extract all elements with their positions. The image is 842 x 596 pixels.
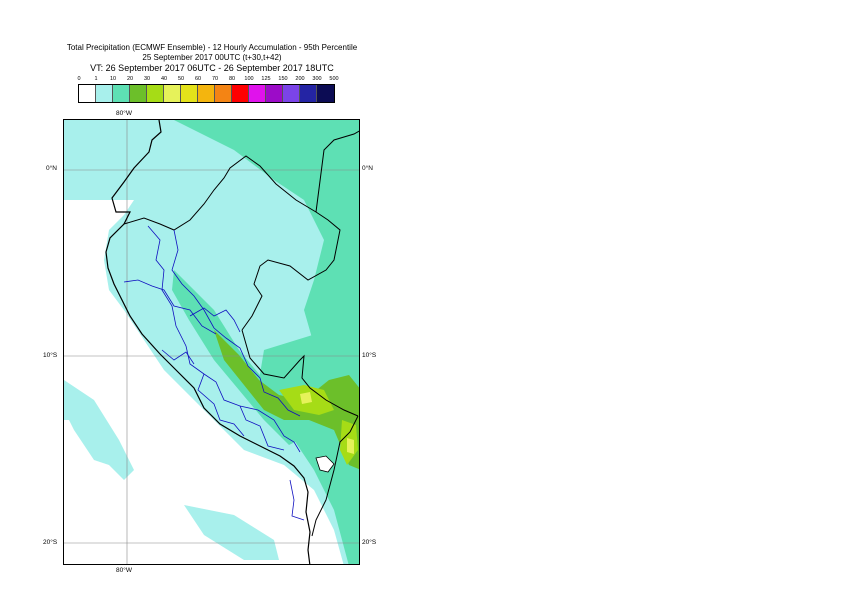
colorbar-swatch <box>266 85 283 102</box>
colorbar-tick-label: 20 <box>126 76 134 82</box>
colorbar-swatch <box>147 85 164 102</box>
colorbar-tick-label: 1 <box>94 76 98 82</box>
lon-label-bottom: 80°W <box>116 567 132 574</box>
lat-label-left: 0°N <box>46 165 57 172</box>
colorbar-tick-label: 0 <box>77 76 81 82</box>
colorbar-tick-label: 200 <box>295 76 305 82</box>
colorbar-swatch <box>96 85 113 102</box>
lat-label-right: 0°N <box>362 165 373 172</box>
colorbar-swatch <box>283 85 300 102</box>
colorbar-tick-label: 30 <box>143 76 151 82</box>
colorbar-tick-label: 125 <box>261 76 271 82</box>
coastline <box>105 120 311 564</box>
lat-label-left: 10°S <box>43 352 58 359</box>
colorbar <box>78 84 335 103</box>
colorbar-tick-label: 70 <box>211 76 219 82</box>
colorbar-swatch <box>198 85 215 102</box>
colorbar-swatch <box>181 85 198 102</box>
admin-border <box>289 479 305 521</box>
colorbar-tick-label: 150 <box>278 76 288 82</box>
colorbar-tick-label: 100 <box>244 76 254 82</box>
chart-title-line1: Total Precipitation (ECMWF Ensemble) - 1… <box>66 43 358 52</box>
precip-field-yellow-east <box>347 438 354 454</box>
colorbar-swatch <box>317 85 334 102</box>
colorbar-tick-label: 80 <box>228 76 236 82</box>
colorbar-swatch <box>164 85 181 102</box>
country-border <box>123 155 341 331</box>
precip-field-yellow <box>300 392 312 404</box>
admin-border <box>189 307 241 333</box>
country-border <box>315 130 359 213</box>
admin-border <box>123 279 217 335</box>
lon-label-top: 80°W <box>116 110 132 117</box>
colorbar-tick-label: 60 <box>194 76 202 82</box>
country-border <box>311 415 359 537</box>
colorbar-swatch <box>130 85 147 102</box>
lat-label-right: 10°S <box>362 352 377 359</box>
admin-border <box>147 225 301 453</box>
colorbar-tick-label: 50 <box>177 76 185 82</box>
colorbar-swatch <box>249 85 266 102</box>
colorbar-tick-label: 10 <box>109 76 117 82</box>
colorbar-tick-label: 300 <box>312 76 322 82</box>
precipitation-map <box>64 120 359 564</box>
admin-border <box>197 373 245 437</box>
precip-field-teal-north <box>174 120 359 360</box>
colorbar-tick-label: 500 <box>329 76 339 82</box>
country-border <box>241 329 359 417</box>
precip-field-light-band <box>64 390 109 465</box>
colorbar-swatch <box>300 85 317 102</box>
admin-border <box>171 229 301 417</box>
admin-border <box>239 405 285 451</box>
colorbar-swatch <box>215 85 232 102</box>
lat-label-left: 20°S <box>43 539 58 546</box>
precip-field-light-sw <box>184 505 279 560</box>
lat-label-right: 20°S <box>362 539 377 546</box>
admin-border <box>161 349 195 365</box>
colorbar-swatch <box>232 85 249 102</box>
colorbar-swatch <box>79 85 96 102</box>
colorbar-swatch <box>113 85 130 102</box>
chart-title-line3: VT: 26 September 2017 06UTC - 26 Septemb… <box>90 63 334 73</box>
chart-title-line2: 25 September 2017 00UTC (t+30,t+42) <box>142 53 282 62</box>
map-panel <box>63 119 360 565</box>
colorbar-tick-label: 40 <box>160 76 168 82</box>
lake-titicaca <box>315 455 335 473</box>
